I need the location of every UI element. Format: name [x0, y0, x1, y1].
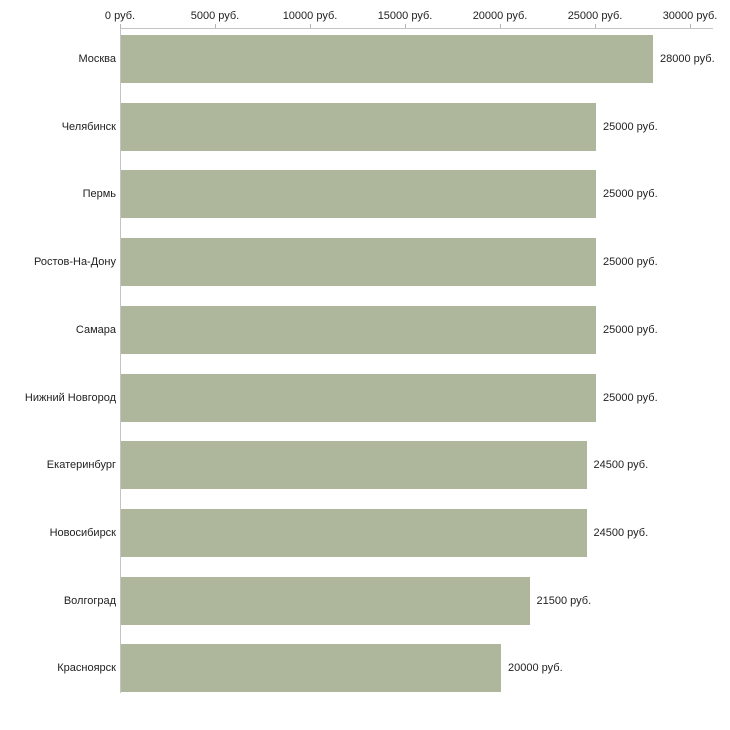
y-axis-line [120, 28, 121, 693]
bar-row: Пермь 25000 руб. [0, 170, 730, 219]
x-tick-mark [310, 24, 311, 29]
bar-row: Челябинск 25000 руб. [0, 102, 730, 151]
bar-row: Самара 25000 руб. [0, 305, 730, 354]
bar-row: Красноярск 20000 руб. [0, 644, 730, 693]
x-tick-mark [595, 24, 596, 29]
plot-area: Москва 28000 руб. Челябинск 25000 руб. Пермь… [0, 28, 730, 730]
bar[interactable] [121, 305, 596, 354]
category-label: Москва [78, 53, 116, 65]
category-label: Новосибирск [49, 526, 116, 539]
bar-row: Москва 28000 руб. [0, 35, 730, 83]
value-label: 24500 руб. [593, 459, 649, 472]
category-label: Ростов-На-Дону [33, 256, 116, 269]
x-axis: 0 руб. 5000 руб. 10000 руб. 15000 руб. 20000… [105, 0, 720, 29]
x-tick-label: 20000 руб. [472, 10, 528, 22]
x-tick-mark [215, 24, 216, 29]
bar[interactable] [121, 644, 501, 693]
bar[interactable] [121, 35, 653, 83]
bar[interactable] [121, 441, 587, 490]
bar-row: Ростов-На-Дону 25000 руб. [0, 238, 730, 287]
value-label: 20000 руб. [508, 662, 563, 675]
value-label: 25000 руб. [603, 120, 658, 133]
bar[interactable] [121, 238, 596, 287]
value-label: 24500 руб. [593, 526, 649, 539]
bar[interactable] [121, 102, 596, 151]
bar-row: Волгоград 21500 руб. [0, 576, 730, 625]
bar[interactable] [121, 373, 596, 422]
value-label: 25000 руб. [603, 323, 658, 336]
x-tick-mark [405, 24, 406, 29]
x-tick-mark [500, 24, 501, 29]
x-tick-label: 0 руб. [104, 10, 136, 22]
bar[interactable] [121, 508, 587, 557]
category-label: Красноярск [57, 662, 116, 675]
bar-row: Екатеринбург 24500 руб. [0, 441, 730, 490]
category-label: Пермь [82, 188, 116, 201]
x-tick-mark [690, 24, 691, 29]
category-label: Нижний Новгород [24, 391, 116, 404]
category-label: Челябинск [61, 120, 116, 133]
x-axis-line [120, 28, 713, 29]
bar[interactable] [121, 170, 596, 219]
category-label: Самара [75, 323, 116, 336]
bar[interactable] [121, 576, 530, 625]
value-label: 25000 руб. [603, 256, 658, 269]
bar-row: Новосибирск 24500 руб. [0, 508, 730, 557]
x-tick-label: 15000 руб. [377, 10, 433, 22]
x-tick-label: 10000 руб. [282, 10, 338, 22]
x-tick-mark [120, 24, 121, 29]
x-tick-label: 5000 руб. [190, 10, 240, 22]
value-label: 21500 руб. [536, 594, 592, 607]
value-label: 25000 руб. [603, 391, 658, 404]
bar-row: Нижний Новгород 25000 руб. [0, 373, 730, 422]
category-label: Екатеринбург [46, 459, 116, 472]
x-tick-label: 25000 руб. [567, 10, 623, 22]
value-label: 25000 руб. [603, 188, 658, 201]
category-label: Волгоград [63, 594, 116, 607]
x-tick-label: 30000 руб. [662, 10, 718, 22]
value-label: 28000 руб. [660, 53, 715, 65]
